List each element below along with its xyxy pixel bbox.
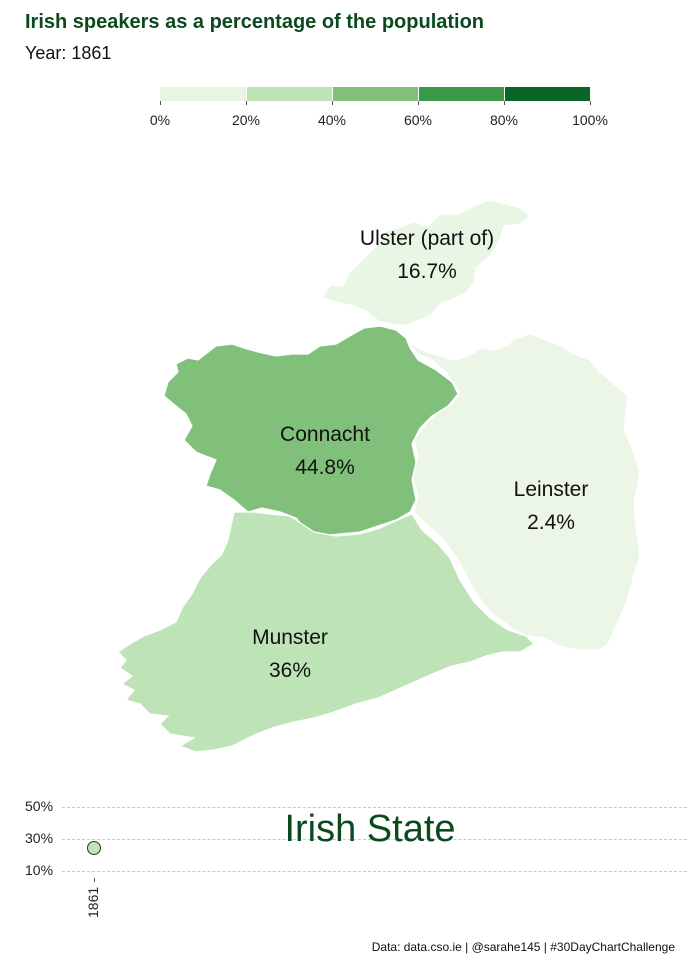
color-legend: 0% 20% 40% 60% 80% 100% — [0, 0, 700, 140]
legend-tick-label: 0% — [149, 112, 171, 128]
gridline — [62, 839, 687, 840]
ireland-map — [117, 199, 641, 753]
region-label-connacht: Connacht 44.8% — [280, 418, 370, 484]
region-name: Connacht — [280, 423, 370, 446]
legend-tick-mark — [504, 101, 505, 105]
data-source-caption: Data: data.cso.ie | @sarahe145 | #30DayC… — [371, 940, 675, 954]
x-tick-mark — [93, 878, 95, 882]
region-label-munster: Munster 36% — [252, 621, 328, 687]
region-name: Leinster — [513, 478, 589, 501]
region-label-leinster: Leinster 2.4% — [514, 473, 589, 539]
region-label-ulster: Ulster (part of) 16.7% — [360, 222, 494, 288]
legend-swatch — [419, 87, 504, 101]
y-tick-label: 10% — [25, 862, 54, 878]
region-value: 44.8% — [295, 456, 355, 479]
legend-swatch — [247, 87, 332, 101]
year-subtitle: Year: 1861 — [25, 43, 112, 63]
gridline — [62, 871, 687, 872]
x-tick-label: 1861 — [85, 886, 101, 918]
legend-tick-label: 60% — [403, 112, 433, 128]
y-tick-label: 50% — [25, 798, 54, 814]
legend-tick-mark — [418, 101, 419, 105]
legend-swatch — [333, 87, 418, 101]
legend-swatch — [505, 87, 590, 101]
gridline — [62, 807, 687, 808]
region-name: Ulster (part of) — [359, 227, 495, 250]
region-connacht[interactable] — [163, 325, 459, 537]
legend-tick-label: 80% — [489, 112, 519, 128]
region-munster[interactable] — [117, 511, 535, 753]
region-value: 36% — [268, 659, 312, 682]
legend-swatch — [160, 87, 246, 101]
y-tick-label: 30% — [25, 830, 54, 846]
chart-title: Irish speakers as a percentage of the po… — [25, 11, 485, 33]
region-value: 2.4% — [527, 511, 575, 534]
region-name: Munster — [252, 626, 328, 649]
legend-tick-mark — [160, 101, 161, 105]
region-value: 16.7% — [397, 260, 457, 283]
irish-state-label: Irish State — [284, 808, 456, 850]
legend-tick-mark — [332, 101, 333, 105]
legend-tick-mark — [246, 101, 247, 105]
legend-tick-mark — [590, 101, 591, 105]
legend-tick-label: 40% — [317, 112, 347, 128]
legend-tick-label: 20% — [231, 112, 261, 128]
data-point[interactable] — [87, 840, 101, 855]
legend-tick-label: 100% — [572, 112, 608, 128]
region-leinster[interactable] — [407, 333, 641, 651]
region-ulster[interactable] — [321, 199, 531, 327]
